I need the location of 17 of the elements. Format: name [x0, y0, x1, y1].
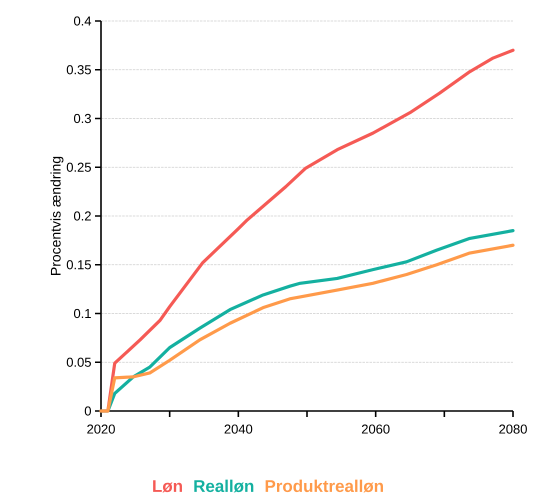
y-tick-label: 0.15: [66, 260, 91, 270]
x-tick-label: 2020: [87, 424, 115, 434]
y-tick-label: 0.35: [66, 65, 91, 74]
y-axis-title: Procentvis ændring: [50, 156, 64, 275]
y-tick-label: 0.3: [74, 114, 91, 124]
text: Realløn: [194, 480, 254, 492]
y-tick-label: 0: [84, 406, 91, 416]
y-tick-label: 0.4: [74, 16, 92, 26]
y-tick-label: 0.25: [66, 162, 91, 172]
y-tick-label: 0.05: [66, 358, 91, 367]
y-tick-label: 0.1: [74, 308, 91, 318]
x-tick-label: 2080: [499, 424, 527, 434]
x-tick-label: 2040: [224, 424, 252, 434]
x-tick-label: 2060: [362, 424, 390, 434]
text: Løn: [153, 480, 182, 492]
text: Produktrealløn: [266, 480, 383, 492]
y-tick-label: 0.2: [74, 211, 91, 221]
